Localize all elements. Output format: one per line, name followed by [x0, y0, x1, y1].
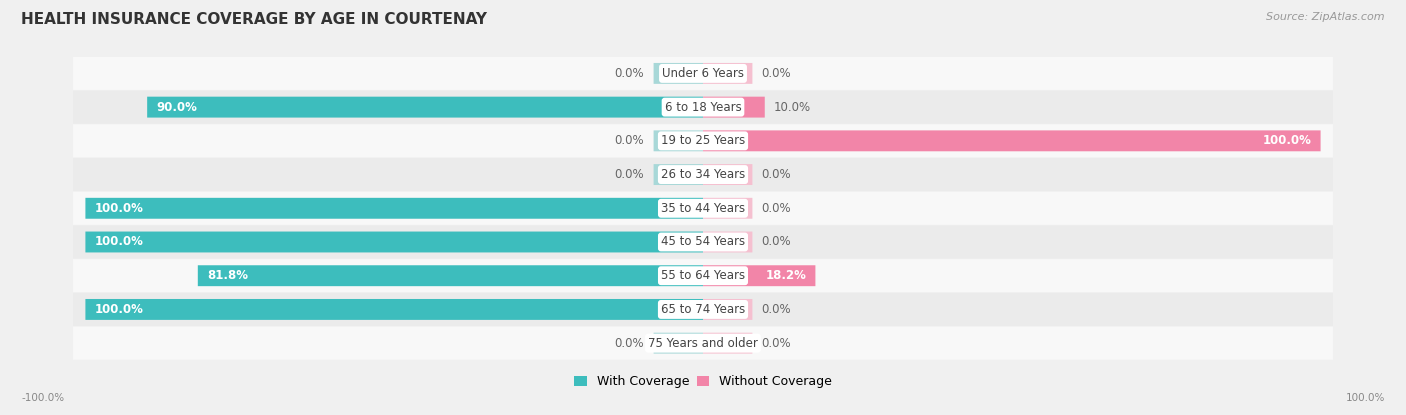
Text: 0.0%: 0.0%	[762, 303, 792, 316]
Text: 100.0%: 100.0%	[94, 303, 143, 316]
FancyBboxPatch shape	[86, 198, 703, 219]
FancyBboxPatch shape	[703, 97, 765, 117]
Text: 100.0%: 100.0%	[1263, 134, 1312, 147]
Text: HEALTH INSURANCE COVERAGE BY AGE IN COURTENAY: HEALTH INSURANCE COVERAGE BY AGE IN COUR…	[21, 12, 486, 27]
FancyBboxPatch shape	[703, 164, 752, 185]
Text: 26 to 34 Years: 26 to 34 Years	[661, 168, 745, 181]
Text: Under 6 Years: Under 6 Years	[662, 67, 744, 80]
Text: 10.0%: 10.0%	[775, 100, 811, 114]
Text: 90.0%: 90.0%	[156, 100, 197, 114]
Legend: With Coverage, Without Coverage: With Coverage, Without Coverage	[569, 370, 837, 393]
Text: 0.0%: 0.0%	[762, 168, 792, 181]
Text: 0.0%: 0.0%	[762, 235, 792, 249]
FancyBboxPatch shape	[73, 259, 1333, 292]
Text: 19 to 25 Years: 19 to 25 Years	[661, 134, 745, 147]
Text: 0.0%: 0.0%	[762, 202, 792, 215]
FancyBboxPatch shape	[703, 198, 752, 219]
Text: 6 to 18 Years: 6 to 18 Years	[665, 100, 741, 114]
FancyBboxPatch shape	[86, 299, 703, 320]
Text: 75 Years and older: 75 Years and older	[648, 337, 758, 350]
FancyBboxPatch shape	[73, 293, 1333, 326]
FancyBboxPatch shape	[654, 164, 703, 185]
Text: Source: ZipAtlas.com: Source: ZipAtlas.com	[1267, 12, 1385, 22]
FancyBboxPatch shape	[703, 299, 752, 320]
FancyBboxPatch shape	[73, 158, 1333, 191]
Text: 0.0%: 0.0%	[614, 134, 644, 147]
FancyBboxPatch shape	[703, 333, 752, 354]
Text: 65 to 74 Years: 65 to 74 Years	[661, 303, 745, 316]
Text: 100.0%: 100.0%	[94, 202, 143, 215]
FancyBboxPatch shape	[703, 63, 752, 84]
FancyBboxPatch shape	[148, 97, 703, 117]
Text: 0.0%: 0.0%	[614, 337, 644, 350]
Text: -100.0%: -100.0%	[21, 393, 65, 403]
Text: 45 to 54 Years: 45 to 54 Years	[661, 235, 745, 249]
FancyBboxPatch shape	[73, 124, 1333, 157]
FancyBboxPatch shape	[654, 63, 703, 84]
FancyBboxPatch shape	[703, 232, 752, 252]
FancyBboxPatch shape	[654, 130, 703, 151]
FancyBboxPatch shape	[73, 57, 1333, 90]
FancyBboxPatch shape	[198, 265, 703, 286]
Text: 18.2%: 18.2%	[765, 269, 806, 282]
FancyBboxPatch shape	[654, 333, 703, 354]
FancyBboxPatch shape	[73, 225, 1333, 259]
Text: 100.0%: 100.0%	[1346, 393, 1385, 403]
Text: 100.0%: 100.0%	[94, 235, 143, 249]
Text: 35 to 44 Years: 35 to 44 Years	[661, 202, 745, 215]
FancyBboxPatch shape	[73, 192, 1333, 225]
FancyBboxPatch shape	[73, 327, 1333, 360]
FancyBboxPatch shape	[86, 232, 703, 252]
FancyBboxPatch shape	[703, 265, 815, 286]
FancyBboxPatch shape	[703, 130, 1320, 151]
Text: 55 to 64 Years: 55 to 64 Years	[661, 269, 745, 282]
Text: 81.8%: 81.8%	[207, 269, 247, 282]
Text: 0.0%: 0.0%	[762, 337, 792, 350]
Text: 0.0%: 0.0%	[614, 67, 644, 80]
Text: 0.0%: 0.0%	[614, 168, 644, 181]
FancyBboxPatch shape	[73, 90, 1333, 124]
Text: 0.0%: 0.0%	[762, 67, 792, 80]
